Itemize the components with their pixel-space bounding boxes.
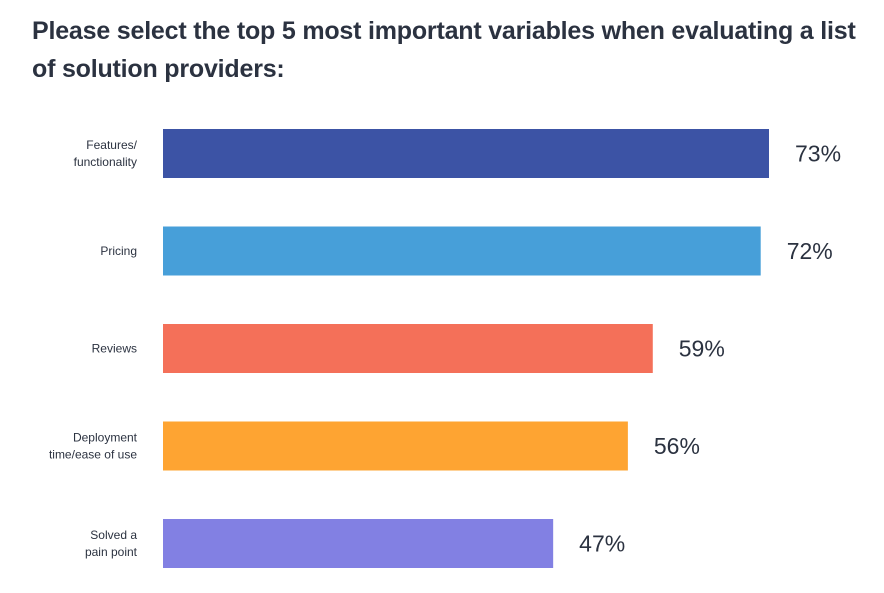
chart-title: Please select the top 5 most important v… (32, 17, 856, 83)
bar-3 (163, 421, 628, 471)
value-label-3: 56% (654, 433, 700, 459)
bar-4 (163, 519, 554, 568)
category-label-2: Reviews (92, 342, 137, 356)
value-label-1: 72% (787, 238, 833, 264)
category-label-1: Pricing (100, 244, 137, 258)
category-label-0: Features/functionality (74, 138, 138, 169)
value-label-4: 47% (579, 531, 625, 557)
bar-1 (163, 226, 761, 276)
bar-2 (163, 324, 653, 373)
category-label-4: Solved a pain point (85, 528, 138, 559)
bar-0 (163, 129, 769, 178)
value-label-0: 73% (795, 141, 841, 167)
category-label-3: Deployment time/ease of use (49, 431, 138, 462)
value-label-2: 59% (679, 336, 725, 362)
